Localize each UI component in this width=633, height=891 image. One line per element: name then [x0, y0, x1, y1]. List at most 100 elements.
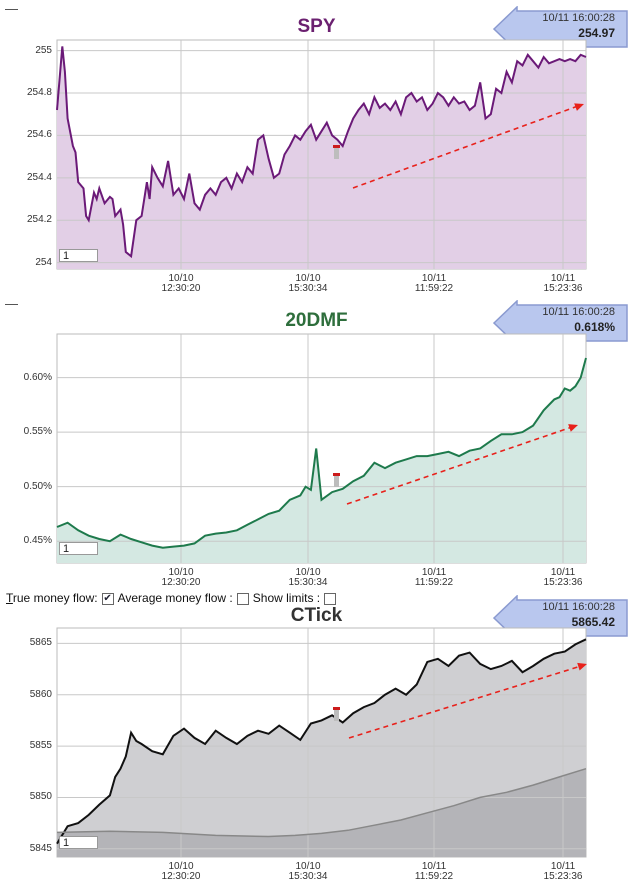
true-money-flow-area: [57, 639, 586, 857]
trend-arrow-head: [568, 424, 578, 432]
x-tick-time: 12:30:20: [161, 871, 201, 882]
callout-value: 0.618%: [574, 320, 615, 334]
show-limits-checkbox-a[interactable]: [236, 593, 249, 605]
y-tick-label: 255: [35, 44, 52, 56]
trend-arrow-line: [352, 105, 579, 189]
y-tick-label: 254.6: [26, 129, 52, 141]
x-tick-label: 10/10 12:30:20: [141, 274, 221, 294]
price-callout: 10/11 16:00:28 0.618%: [493, 300, 631, 346]
y-tick-label: 254.2: [26, 214, 52, 226]
y-tick-label: 0.45%: [23, 535, 52, 547]
x-tick-date: 10/10: [295, 861, 321, 872]
session-marker-stem: [334, 710, 339, 721]
chart-title: 20DMF: [285, 310, 348, 331]
x-tick-date: 10/11: [421, 861, 447, 872]
20dmf-chart: [56, 333, 587, 564]
x-tick-label: 10/11 11:59:22: [394, 862, 474, 882]
series-area: [57, 46, 586, 270]
x-tick-label: 10/10 15:30:34: [268, 568, 348, 588]
x-tick-date: 10/10: [168, 861, 194, 872]
x-tick-date: 10/11: [421, 273, 447, 284]
y-tick-label: 5850: [29, 791, 52, 803]
x-tick-time: 11:59:22: [414, 871, 454, 882]
session-marker-stem: [334, 476, 339, 487]
options-row: True money flow: ✔ Average money flow : …: [6, 591, 340, 605]
y-tick-label: 254: [35, 256, 52, 268]
chart-title: CTick: [290, 605, 343, 626]
x-tick-time: 12:30:20: [161, 577, 201, 588]
callout-time: 10/11 16:00:28: [542, 601, 615, 613]
y-tick-label: 0.50%: [23, 480, 52, 492]
session-marker: [333, 707, 340, 710]
x-tick-time: 15:30:34: [288, 283, 328, 294]
x-tick-date: 10/10: [295, 273, 321, 284]
x-tick-label: 10/10 12:30:20: [141, 568, 221, 588]
x-tick-time: 15:30:34: [288, 577, 328, 588]
ctick-panel: CTick 10/11 16:00:28 5865.42 5845 5850 585…: [0, 590, 633, 891]
x-tick-date: 10/11: [550, 861, 576, 872]
plot-area[interactable]: [56, 627, 587, 858]
x-tick-label: 10/10 15:30:34: [268, 274, 348, 294]
ctick-chart: [56, 627, 587, 858]
spy-panel: SPY 10/11 16:00:28 254.97 254 254.2 254.4 2…: [0, 0, 633, 296]
period-input[interactable]: 1: [59, 542, 98, 555]
x-tick-label: 10/11 15:23:36: [523, 568, 603, 588]
callout-time: 10/11 16:00:28: [542, 306, 615, 318]
trend-arrow-head: [577, 662, 587, 671]
collapse-dash[interactable]: [5, 9, 18, 10]
x-tick-label: 10/11 11:59:22: [394, 274, 474, 294]
y-tick-label: 5865: [29, 637, 52, 649]
series-area: [57, 358, 586, 563]
average-money-flow-checkbox[interactable]: ✔: [101, 593, 114, 605]
series-line: [56, 357, 587, 549]
plot-area[interactable]: [56, 333, 587, 564]
x-tick-time: 15:30:34: [288, 871, 328, 882]
y-tick-label: 0.60%: [23, 371, 52, 383]
series-line: [56, 46, 587, 259]
y-tick-label: 5860: [29, 688, 52, 700]
spy-chart: [56, 39, 587, 270]
plot-area[interactable]: [56, 39, 587, 270]
x-tick-time: 11:59:22: [414, 577, 454, 588]
session-marker: [333, 473, 340, 476]
y-tick-label: 254.4: [26, 171, 52, 183]
x-tick-label: 10/10 15:30:34: [268, 862, 348, 882]
true-money-flow-label: True money flow:: [6, 591, 98, 605]
period-input[interactable]: 1: [59, 836, 98, 849]
x-tick-label: 10/11 11:59:22: [394, 568, 474, 588]
y-tick-label: 5845: [29, 842, 52, 854]
session-marker: [333, 145, 340, 148]
x-tick-time: 15:23:36: [543, 577, 583, 588]
y-tick-label: 254.8: [26, 87, 52, 98]
x-tick-date: 10/11: [421, 567, 447, 578]
collapse-dash[interactable]: [5, 304, 18, 305]
20dmf-panel: 20DMF 10/11 16:00:28 0.618% 0.45% 0.50% 0.…: [0, 296, 633, 590]
callout-value: 254.97: [578, 26, 615, 40]
average-money-flow-area: [57, 768, 586, 857]
x-tick-time: 12:30:20: [161, 283, 201, 294]
x-tick-time: 15:23:36: [543, 871, 583, 882]
true-money-flow-line: [56, 638, 587, 845]
x-tick-label: 10/10 12:30:20: [141, 862, 221, 882]
x-tick-label: 10/11 15:23:36: [523, 862, 603, 882]
callout-time: 10/11 16:00:28: [542, 12, 615, 24]
x-tick-date: 10/10: [168, 273, 194, 284]
average-money-flow-line: [56, 767, 587, 838]
x-tick-label: 10/11 15:23:36: [523, 274, 603, 294]
x-tick-time: 15:23:36: [543, 283, 583, 294]
x-tick-date: 10/10: [168, 567, 194, 578]
y-tick-label: 5855: [29, 740, 52, 752]
show-limits-checkbox-b[interactable]: [324, 593, 337, 605]
trend-arrow-line: [346, 426, 573, 505]
show-limits-label: Show limits :: [252, 591, 321, 605]
session-marker-stem: [334, 148, 339, 159]
x-tick-time: 11:59:22: [414, 283, 454, 294]
x-tick-date: 10/10: [295, 567, 321, 578]
trend-arrow-line: [348, 665, 582, 739]
chart-title: SPY: [297, 16, 336, 37]
callout-value: 5865.42: [571, 615, 615, 629]
average-money-flow-label: Average money flow :: [117, 591, 233, 605]
x-tick-date: 10/11: [550, 567, 576, 578]
period-input[interactable]: 1: [59, 249, 98, 262]
y-tick-label: 0.55%: [23, 426, 52, 438]
